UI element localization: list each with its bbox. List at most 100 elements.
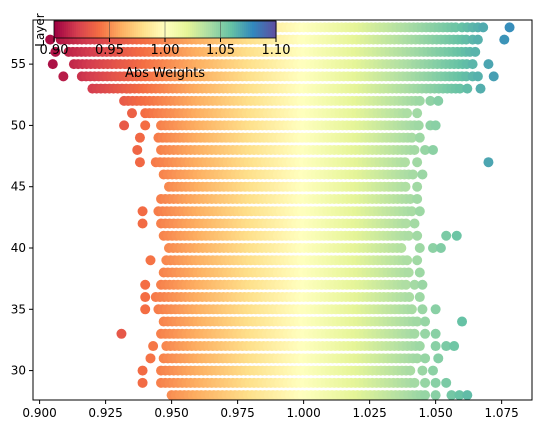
x-axis: 0.900 0.925 0.950 0.975 1.000 1.025 1.050 1.075: [22, 400, 519, 420]
colorbar-segment: [268, 21, 271, 38]
scatter-point: [441, 341, 452, 352]
scatter-point: [412, 181, 423, 192]
colorbar-segment: [178, 21, 181, 38]
scatter-point: [50, 46, 61, 57]
colorbar-segment: [72, 21, 75, 38]
colorbar-segment: [156, 21, 159, 38]
scatter-point: [409, 218, 420, 229]
scatter-point: [414, 292, 425, 303]
x-tick-label: 0.975: [220, 406, 254, 420]
colorbar-segment: [208, 21, 211, 38]
colorbar-segment: [270, 21, 273, 38]
scatter-point: [420, 377, 431, 388]
x-tick-label: 1.075: [484, 406, 518, 420]
colorbar-segment: [226, 21, 229, 38]
colorbar-segment: [82, 21, 85, 38]
colorbar-segment: [90, 21, 93, 38]
colorbar-segment: [96, 21, 99, 38]
scatter-point: [414, 95, 425, 106]
colorbar-segment: [160, 21, 163, 38]
colorbar-segment: [180, 21, 183, 38]
colorbar-segment: [174, 21, 177, 38]
scatter-point: [430, 341, 441, 352]
scatter-point: [148, 341, 159, 352]
scatter-point: [430, 120, 441, 131]
colorbar-segment: [158, 21, 161, 38]
scatter-point: [47, 59, 58, 70]
scatter-point: [430, 390, 441, 400]
scatter-point: [504, 22, 515, 33]
scatter-point: [58, 71, 69, 82]
y-axis-label: Layer: [33, 13, 47, 47]
x-tick-label: 0.925: [88, 406, 122, 420]
scatter-point: [499, 34, 510, 45]
colorbar-segment: [128, 21, 131, 38]
colorbar-tick-label: 1.00: [151, 43, 180, 58]
scatter-point: [430, 304, 441, 315]
scatter-point: [412, 230, 423, 241]
scatter-point: [483, 157, 494, 168]
colorbar-segment: [136, 21, 139, 38]
scatter-point: [412, 255, 423, 266]
scatter-point: [412, 193, 423, 204]
colorbar-segment: [116, 21, 119, 38]
colorbar-segment: [166, 21, 169, 38]
colorbar-segment: [134, 21, 137, 38]
scatter-point: [478, 22, 489, 33]
colorbar: 0.90 0.95 1.00 1.05 1.10: [40, 20, 290, 58]
scatter-point: [409, 144, 420, 155]
scatter-point: [414, 267, 425, 278]
colorbar-segment: [252, 21, 255, 38]
colorbar-segment: [212, 21, 215, 38]
colorbar-segment: [120, 21, 123, 38]
scatter-point: [140, 304, 151, 315]
colorbar-segment: [68, 21, 71, 38]
colorbar-segment: [118, 21, 121, 38]
colorbar-segment: [248, 21, 251, 38]
y-tick-label: 35: [11, 302, 26, 316]
colorbar-segment: [164, 21, 167, 38]
x-tick-label: 0.900: [22, 406, 56, 420]
plot-area: [45, 22, 515, 400]
scatter-point: [401, 218, 412, 229]
scatter-point: [457, 316, 468, 327]
y-tick-label: 50: [11, 118, 26, 132]
colorbar-segment: [62, 21, 65, 38]
colorbar-tick-label: 0.95: [95, 43, 124, 58]
colorbar-segment: [262, 21, 265, 38]
colorbar-segment: [124, 21, 127, 38]
scatter-point: [45, 34, 56, 45]
scatter-point: [134, 132, 145, 143]
colorbar-segment: [140, 21, 143, 38]
scatter-point: [412, 108, 423, 119]
colorbar-segment: [130, 21, 133, 38]
scatter-point: [451, 230, 462, 241]
colorbar-segment: [242, 21, 245, 38]
colorbar-segment: [246, 21, 249, 38]
scatter-point: [132, 144, 143, 155]
scatter-point: [449, 341, 460, 352]
colorbar-segment: [202, 21, 205, 38]
colorbar-segment: [88, 21, 91, 38]
scatter-point: [414, 206, 425, 217]
scatter-point: [137, 365, 148, 376]
scatter-point: [417, 304, 428, 315]
scatter-point: [406, 132, 417, 143]
colorbar-segment: [146, 21, 149, 38]
colorbar-segment: [150, 21, 153, 38]
colorbar-segment: [206, 21, 209, 38]
colorbar-segment: [76, 21, 79, 38]
scatter-point: [420, 353, 431, 364]
colorbar-segment: [104, 21, 107, 38]
colorbar-segment: [142, 21, 145, 38]
colorbar-segment: [70, 21, 73, 38]
x-tick-label: 0.950: [154, 406, 188, 420]
colorbar-segment: [186, 21, 189, 38]
scatter-point: [134, 157, 145, 168]
colorbar-tick-label: 0.90: [40, 43, 69, 58]
colorbar-segment: [126, 21, 129, 38]
colorbar-segment: [110, 21, 113, 38]
scatter-point: [472, 34, 483, 45]
colorbar-segment: [254, 21, 257, 38]
colorbar-segment: [170, 21, 173, 38]
